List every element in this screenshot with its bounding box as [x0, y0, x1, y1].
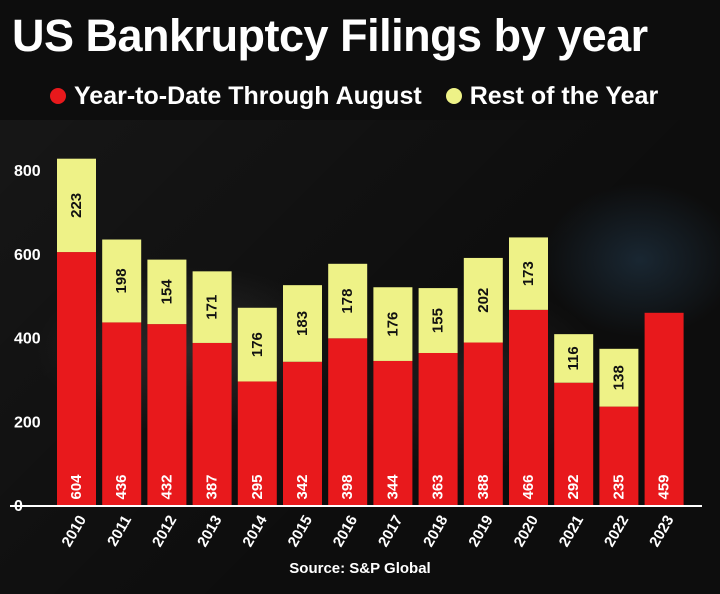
bar-label-rest: 171: [204, 295, 221, 320]
bar-ytd: [599, 406, 639, 505]
bar-ytd: [644, 312, 684, 505]
bar-rest: [328, 263, 368, 339]
bar-rest: [283, 285, 322, 362]
legend-entry-rest: Rest of the Year: [445, 81, 659, 111]
x-tick-label: 2021: [556, 513, 587, 550]
x-tick-label: 2019: [465, 513, 496, 550]
bar-rest: [554, 334, 594, 383]
x-tick-label: 2014: [239, 512, 271, 550]
x-tick-label: 2016: [330, 513, 361, 550]
bar-rest: [147, 259, 187, 325]
bar-rest: [102, 239, 142, 323]
bar-label-rest: 198: [113, 268, 130, 293]
legend-swatch-ytd: [50, 88, 66, 104]
bar-rest: [57, 158, 96, 253]
legend-swatch-rest: [445, 88, 462, 104]
bar-rest: [237, 307, 277, 382]
bar-label-ytd: 342: [294, 474, 311, 499]
bar-label-rest: 183: [294, 311, 311, 336]
y-tick-label: 200: [14, 414, 41, 431]
bar-label-rest: 138: [610, 365, 627, 390]
bar-rest: [463, 257, 503, 343]
bar-ytd: [192, 342, 232, 505]
bar-ytd: [283, 361, 322, 505]
bar-ytd: [509, 309, 548, 505]
bar-label-rest: 173: [520, 261, 537, 286]
x-tick-label: 2013: [194, 513, 225, 550]
bar-ytd: [102, 322, 142, 505]
bar-ytd: [463, 342, 503, 505]
bar-label-ytd: 466: [520, 474, 537, 499]
legend-label-rest: Rest of the Year: [469, 81, 659, 110]
bar-ytd: [147, 324, 187, 505]
bar-label-ytd: 432: [158, 474, 175, 499]
bar-label-rest: 202: [475, 288, 492, 313]
bar-ytd: [554, 382, 594, 505]
legend-label-ytd: Year-to-Date Through August: [74, 81, 422, 110]
bar-label-ytd: 459: [656, 474, 673, 499]
bar-label-rest: 116: [565, 346, 582, 370]
legend-entry-ytd: Year-to-Date Through August: [50, 82, 422, 111]
bar-label-ytd: 295: [249, 474, 266, 499]
x-tick-label: 2012: [149, 513, 180, 550]
bar-ytd: [57, 252, 96, 505]
bar-rest: [599, 348, 639, 407]
bar-label-rest: 176: [384, 312, 401, 337]
bar-label-ytd: 235: [610, 474, 627, 499]
bar-rest: [192, 271, 232, 343]
x-tick-label: 2023: [646, 513, 677, 550]
bar-label-ytd: 436: [113, 474, 130, 499]
x-tick-label: 2010: [59, 513, 90, 550]
bar-rest: [418, 288, 458, 353]
bar-label-ytd: 604: [68, 474, 85, 500]
bar-label-rest: 223: [68, 193, 85, 218]
y-tick-label: 600: [14, 247, 41, 264]
bar-ytd: [418, 352, 458, 505]
legend: Year-to-Date Through August Rest of the …: [50, 78, 658, 114]
x-tick-label: 2018: [420, 513, 451, 550]
bar-ytd: [373, 360, 413, 505]
bar-label-ytd: 292: [565, 474, 582, 499]
source-note: Source: S&P Global: [289, 560, 431, 577]
bar-ytd: [328, 338, 368, 505]
bar-label-ytd: 387: [204, 474, 221, 499]
x-tick-label: 2015: [285, 513, 316, 550]
bar-label-rest: 178: [339, 289, 356, 314]
x-tick-label: 2022: [601, 513, 632, 550]
x-tick-label: 2011: [104, 513, 135, 550]
x-tick-label: 2017: [375, 513, 406, 550]
bar-label-ytd: 388: [475, 474, 492, 499]
bar-label-rest: 154: [158, 279, 175, 305]
bar-label-ytd: 398: [339, 474, 356, 499]
y-tick-label: 400: [14, 331, 41, 348]
bar-label-ytd: 344: [384, 474, 401, 500]
bar-rest: [509, 237, 548, 310]
x-tick-label: 2020: [511, 513, 542, 550]
y-tick-label: 800: [14, 163, 41, 180]
bar-label-rest: 176: [249, 332, 266, 357]
bar-ytd: [237, 381, 277, 505]
bar-label-ytd: 363: [430, 474, 447, 499]
chart-title: US Bankruptcy Filings by year: [12, 10, 648, 61]
bar-label-rest: 155: [430, 308, 447, 333]
bar-rest: [373, 287, 413, 361]
